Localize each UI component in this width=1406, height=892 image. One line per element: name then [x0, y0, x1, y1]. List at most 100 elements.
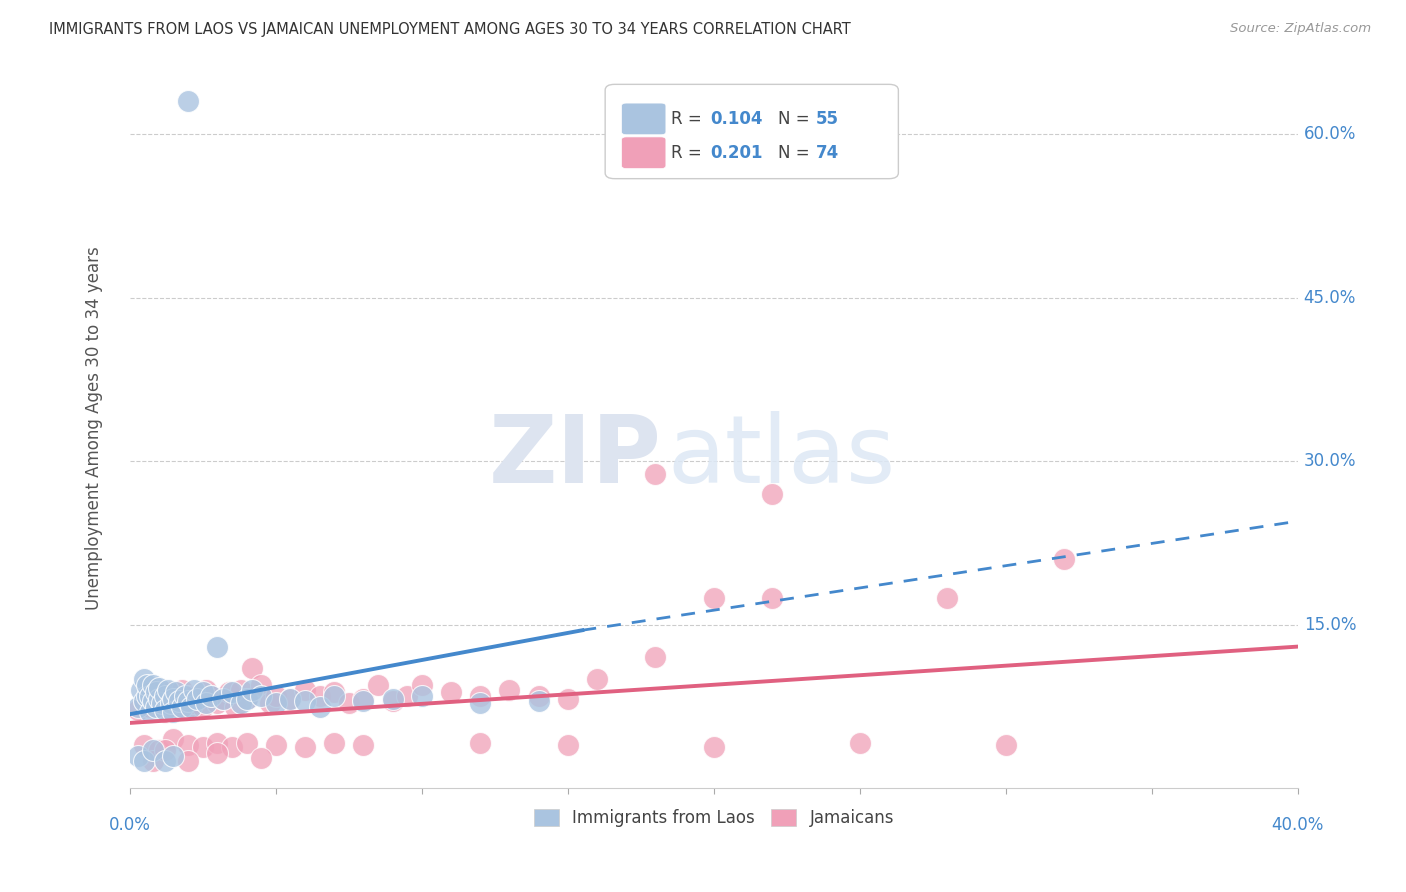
Point [200, 689, 222, 703]
Point [352, 738, 374, 752]
Point [207, 747, 229, 761]
Point [381, 692, 404, 706]
Point [229, 696, 252, 710]
Text: ZIP: ZIP [488, 411, 661, 503]
Point [142, 754, 165, 768]
Point [411, 689, 433, 703]
Point [250, 689, 273, 703]
Point [191, 699, 214, 714]
Point [145, 685, 167, 699]
Point [761, 591, 783, 605]
FancyBboxPatch shape [621, 103, 666, 135]
Point [150, 696, 173, 710]
Point [644, 650, 666, 665]
Point [470, 689, 492, 703]
Text: R =: R = [671, 144, 707, 161]
Point [264, 738, 287, 752]
Point [411, 678, 433, 692]
Point [165, 692, 187, 706]
Text: 55: 55 [815, 110, 838, 128]
Point [235, 692, 257, 706]
Point [527, 689, 550, 703]
Point [323, 685, 346, 699]
Point [644, 467, 666, 482]
Point [1053, 552, 1076, 566]
FancyBboxPatch shape [605, 85, 898, 178]
Point [229, 683, 252, 698]
Point [145, 699, 167, 714]
Text: 30.0%: 30.0% [1303, 452, 1357, 470]
Point [224, 699, 246, 714]
Point [159, 696, 181, 710]
Point [169, 694, 191, 708]
Point [194, 696, 217, 710]
Text: R =: R = [671, 110, 707, 128]
Point [183, 696, 205, 710]
Point [153, 743, 176, 757]
Legend: Immigrants from Laos, Jamaicans: Immigrants from Laos, Jamaicans [527, 803, 901, 834]
Point [308, 689, 330, 703]
Point [127, 748, 149, 763]
Point [162, 699, 184, 714]
Point [156, 685, 179, 699]
Point [136, 689, 159, 703]
Text: 0.201: 0.201 [710, 144, 763, 161]
Text: 60.0%: 60.0% [1303, 125, 1357, 143]
Point [153, 754, 176, 768]
Point [162, 748, 184, 763]
Text: 0.104: 0.104 [710, 110, 763, 128]
Point [139, 705, 162, 719]
Point [156, 683, 179, 698]
Point [186, 692, 208, 706]
Point [134, 673, 156, 687]
Point [207, 735, 229, 749]
Point [134, 738, 156, 752]
Point [218, 685, 240, 699]
Point [153, 705, 176, 719]
Text: 15.0%: 15.0% [1303, 615, 1357, 634]
Point [381, 694, 404, 708]
Point [440, 685, 463, 699]
Point [259, 696, 281, 710]
Point [308, 699, 330, 714]
Point [250, 751, 273, 765]
Text: 45.0%: 45.0% [1303, 289, 1357, 307]
Point [212, 692, 235, 706]
Point [148, 743, 170, 757]
Y-axis label: Unemployment Among Ages 30 to 34 years: Unemployment Among Ages 30 to 34 years [86, 246, 103, 610]
Point [134, 754, 156, 768]
Point [352, 694, 374, 708]
Point [586, 673, 609, 687]
Point [177, 689, 200, 703]
Point [323, 735, 346, 749]
Point [936, 591, 959, 605]
Point [142, 694, 165, 708]
Point [153, 703, 176, 717]
Point [221, 685, 243, 699]
FancyBboxPatch shape [621, 136, 666, 169]
Point [177, 754, 200, 768]
Point [557, 692, 579, 706]
Point [186, 692, 208, 706]
Point [165, 685, 187, 699]
Point [240, 661, 263, 675]
Point [278, 692, 301, 706]
Point [162, 692, 184, 706]
Point [142, 743, 165, 757]
Text: IMMIGRANTS FROM LAOS VS JAMAICAN UNEMPLOYMENT AMONG AGES 30 TO 34 YEARS CORRELAT: IMMIGRANTS FROM LAOS VS JAMAICAN UNEMPLO… [49, 22, 851, 37]
Point [127, 703, 149, 717]
Point [183, 683, 205, 698]
Point [180, 699, 202, 714]
Point [761, 487, 783, 501]
Point [264, 696, 287, 710]
Point [396, 689, 419, 703]
Point [470, 696, 492, 710]
Point [250, 678, 273, 692]
Point [142, 683, 165, 698]
Point [153, 689, 176, 703]
Point [177, 94, 200, 108]
Point [148, 692, 170, 706]
Point [174, 703, 197, 717]
Point [162, 705, 184, 719]
Point [703, 739, 725, 754]
